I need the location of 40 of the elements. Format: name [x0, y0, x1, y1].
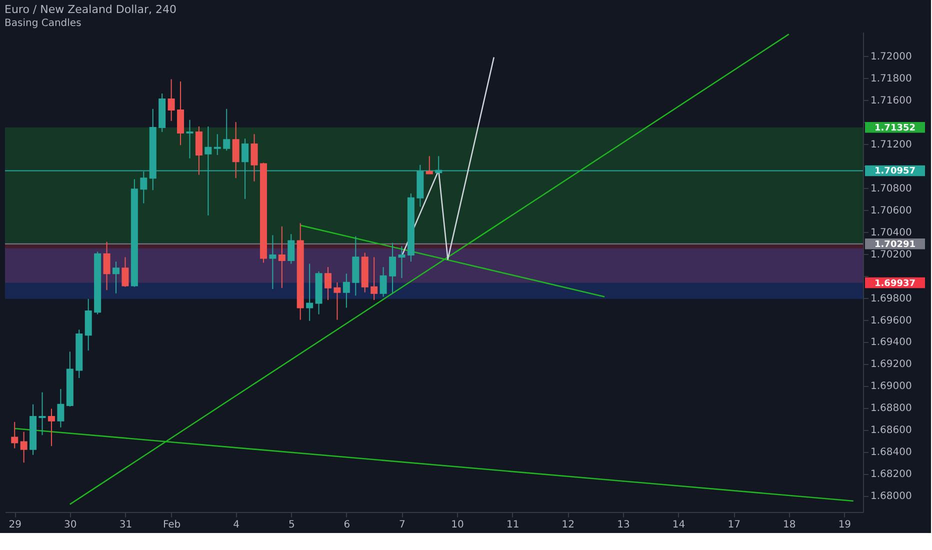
y-tick-label: 1.69000 [870, 381, 912, 392]
x-tick-label: 19 [838, 520, 852, 530]
x-tick-label: 31 [119, 520, 132, 530]
x-tick-label: 14 [672, 520, 686, 530]
y-tick-label: 1.72000 [870, 52, 912, 63]
x-tick-label: 5 [288, 520, 295, 530]
y-tick-label: 1.70600 [870, 205, 912, 216]
x-tick-label: 12 [562, 520, 575, 530]
y-tick-label: 1.68800 [870, 403, 912, 414]
y-tick-label: 1.69200 [870, 359, 912, 370]
x-tick-label: 7 [399, 520, 406, 530]
y-tick-label: 1.71200 [870, 140, 912, 151]
x-tick-label: 6 [344, 520, 350, 530]
y-tick-label: 1.69400 [870, 337, 912, 348]
x-tick-label: 4 [233, 520, 240, 530]
x-tick-label: Feb [162, 520, 181, 530]
ref-line-label: 1.70957 [874, 166, 916, 177]
y-tick-label: 1.71800 [870, 74, 912, 85]
y-tick-label: 1.69800 [870, 293, 912, 304]
x-tick-label: 13 [617, 520, 630, 530]
y-tick-label: 1.68200 [870, 469, 912, 480]
x-tick-label: 11 [506, 520, 520, 530]
y-tick-label: 1.68000 [870, 491, 912, 502]
y-tick-label: 1.70400 [870, 227, 912, 238]
y-tick-label: 1.70800 [870, 183, 912, 194]
y-tick-label: 1.68400 [870, 447, 912, 458]
y-tick-label: 1.71600 [870, 96, 912, 107]
x-tick-label: 18 [783, 520, 796, 530]
x-tick-label: 17 [728, 520, 740, 530]
band-label: 1.69937 [874, 278, 916, 289]
y-tick-label: 1.70200 [870, 249, 912, 260]
chart-subtitle: Basing Candles [4, 18, 82, 29]
chart-title: Euro / New Zealand Dollar, 240 [4, 3, 176, 16]
y-tick-label: 1.69600 [870, 315, 912, 326]
ref-line-label: 1.70291 [874, 240, 916, 250]
y-tick-label: 1.68600 [870, 425, 912, 436]
x-tick-label: 29 [8, 520, 22, 530]
x-tick-label: 30 [64, 520, 77, 530]
band-label: 1.71352 [874, 123, 916, 134]
x-tick-label: 10 [451, 520, 464, 530]
